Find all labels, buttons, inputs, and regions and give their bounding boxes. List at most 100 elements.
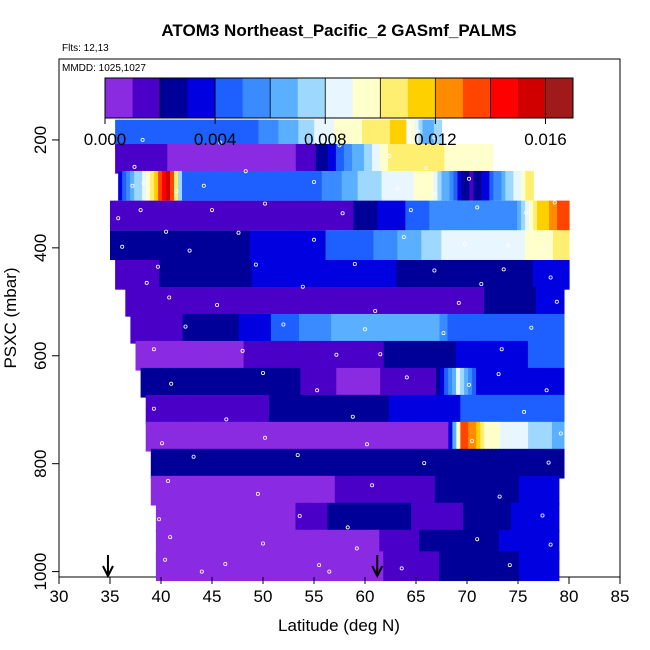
heatmap-cell [229, 170, 235, 201]
heatmap-cell [348, 421, 354, 452]
heatmap-cell [491, 448, 497, 479]
heatmap-cell [182, 475, 188, 506]
heatmap-cell [498, 502, 504, 533]
heatmap-cell [267, 448, 272, 479]
heatmap-cell [277, 170, 283, 201]
heatmap-cell [251, 529, 257, 560]
heatmap-cell [268, 286, 274, 317]
heatmap-cell [376, 259, 381, 290]
heatmap-cell [233, 200, 239, 231]
sample-point [554, 299, 559, 304]
heatmap-cell [298, 313, 304, 344]
heatmap-cell [404, 367, 409, 398]
heatmap-cell [387, 313, 392, 344]
heatmap-cell [381, 230, 386, 260]
heatmap-cell [387, 551, 392, 582]
heatmap-cell [346, 119, 351, 150]
heatmap-cell [444, 394, 449, 425]
heatmap-cell [273, 230, 279, 260]
heatmap-cell [415, 551, 420, 582]
heatmap-cell [479, 340, 485, 371]
heatmap-cell [463, 340, 469, 371]
sample-point [174, 189, 179, 194]
heatmap-cell [428, 259, 434, 290]
heatmap-cell [197, 200, 203, 231]
heatmap-cell [473, 200, 478, 231]
heatmap-cell [301, 230, 307, 260]
heatmap-cell [222, 475, 228, 506]
heatmap-cell [485, 170, 490, 201]
heatmap-cell [555, 313, 561, 344]
heatmap-cell [514, 502, 520, 533]
heatmap-cell [421, 200, 426, 231]
heatmap-cell [467, 502, 472, 533]
heatmap-cell [467, 448, 473, 479]
heatmap-cell [516, 259, 522, 290]
heatmap-cell [147, 259, 152, 290]
heatmap-cell [145, 286, 150, 317]
heatmap-cell [437, 119, 443, 150]
heatmap-cell [360, 143, 365, 174]
heatmap-cell [356, 421, 362, 452]
heatmap-cell [167, 551, 173, 582]
heatmap-cell [317, 230, 323, 260]
heatmap-cell [399, 551, 404, 582]
heatmap-cell [247, 551, 253, 582]
heatmap-layer [115, 143, 494, 174]
heatmap-cell [515, 448, 521, 479]
heatmap-cell [407, 551, 412, 582]
heatmap-cell [526, 475, 532, 506]
heatmap-layer [110, 230, 570, 260]
heatmap-cell [371, 502, 376, 533]
heatmap-cell [484, 286, 489, 317]
heatmap-cell [150, 475, 156, 506]
heatmap-cell [245, 200, 251, 231]
heatmap-cell [254, 119, 260, 150]
colorbar-tick-label: 0.008 [304, 130, 347, 149]
heatmap-cell [242, 475, 248, 506]
heatmap-cell [241, 170, 247, 201]
heatmap-cell [459, 551, 464, 582]
sample-point [334, 352, 339, 357]
heatmap-cell [305, 394, 310, 425]
heatmap-cell [194, 119, 200, 150]
heatmap-cell [339, 143, 345, 174]
sample-point [462, 242, 467, 247]
heatmap-cell [376, 143, 381, 174]
heatmap-cell [469, 170, 475, 201]
heatmap-cell [319, 143, 325, 174]
heatmap-cell [520, 394, 525, 425]
heatmap-cell [210, 313, 216, 344]
heatmap-cell [504, 367, 509, 398]
heatmap-cell [161, 421, 167, 452]
heatmap-cell [305, 170, 311, 201]
heatmap-cell [415, 313, 420, 344]
heatmap-cell [489, 230, 494, 260]
sample-point [497, 494, 502, 499]
heatmap-cell [542, 529, 548, 560]
heatmap-cell [554, 551, 560, 582]
heatmap-cell [434, 475, 440, 506]
sample-point [159, 441, 164, 446]
heatmap-cell [297, 170, 303, 201]
heatmap-cell [162, 119, 168, 150]
heatmap-cell [263, 340, 269, 371]
heatmap-cell [258, 119, 264, 150]
heatmap-cell [499, 448, 505, 479]
heatmap-cell [491, 313, 497, 344]
heatmap-cell [244, 367, 250, 398]
heatmap-cell [287, 551, 293, 582]
sample-point [262, 201, 267, 206]
heatmap-cell [486, 475, 492, 506]
sample-point [311, 237, 316, 242]
colorbar-swatch [517, 78, 546, 118]
heatmap-cell [379, 448, 385, 479]
heatmap-cell [327, 259, 333, 290]
heatmap-cell [538, 502, 544, 533]
heatmap-cell [392, 421, 398, 452]
heatmap-cell [459, 313, 465, 344]
heatmap-cell [283, 551, 289, 582]
sample-point [144, 280, 149, 285]
heatmap-cell [186, 475, 192, 506]
heatmap-cell [171, 502, 177, 533]
